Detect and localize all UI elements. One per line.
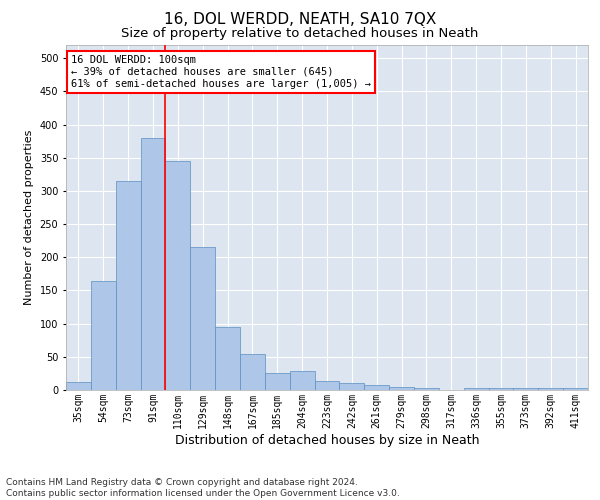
X-axis label: Distribution of detached houses by size in Neath: Distribution of detached houses by size … [175,434,479,446]
Bar [364,384,389,390]
Bar [290,372,314,390]
Bar [488,388,514,390]
Text: 16 DOL WERDD: 100sqm
← 39% of detached houses are smaller (645)
61% of semi-deta: 16 DOL WERDD: 100sqm ← 39% of detached h… [71,56,371,88]
Bar [215,327,240,390]
Bar [414,388,439,390]
Text: Size of property relative to detached houses in Neath: Size of property relative to detached ho… [121,28,479,40]
Bar [563,388,588,390]
Bar [190,248,215,390]
Bar [340,384,364,390]
Bar [538,388,563,390]
Bar [166,161,190,390]
Bar [389,386,414,390]
Bar [91,280,116,390]
Y-axis label: Number of detached properties: Number of detached properties [24,130,34,305]
Bar [140,138,166,390]
Bar [514,388,538,390]
Bar [116,181,140,390]
Text: Contains HM Land Registry data © Crown copyright and database right 2024.
Contai: Contains HM Land Registry data © Crown c… [6,478,400,498]
Bar [314,382,340,390]
Bar [464,388,488,390]
Text: 16, DOL WERDD, NEATH, SA10 7QX: 16, DOL WERDD, NEATH, SA10 7QX [164,12,436,28]
Bar [240,354,265,390]
Bar [265,374,290,390]
Bar [66,382,91,390]
